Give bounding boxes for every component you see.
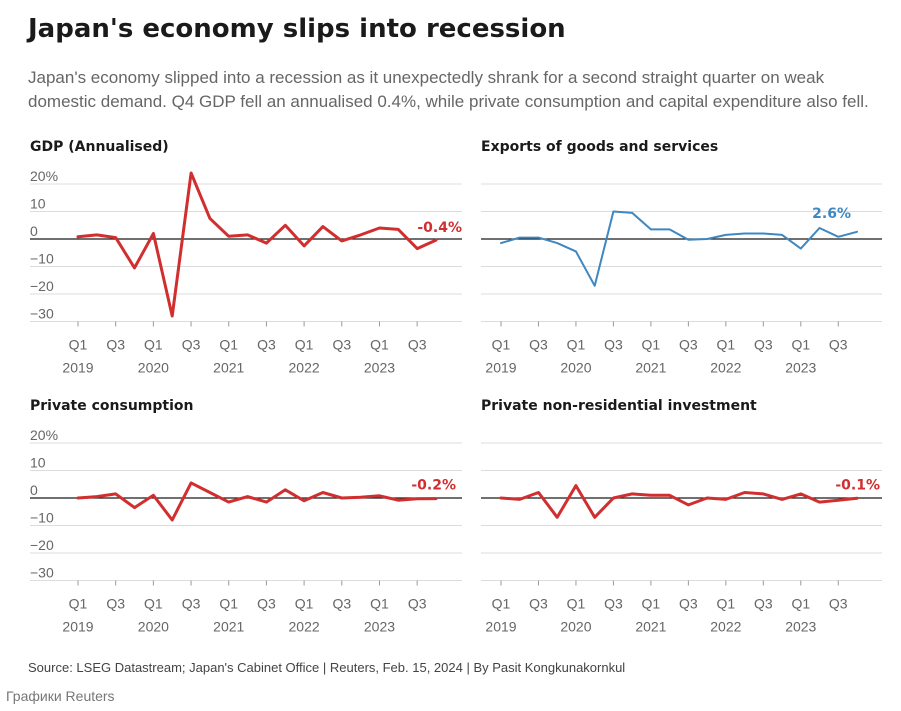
x-year-label: 2022 [710, 619, 741, 635]
x-year-label: 2020 [138, 619, 169, 635]
y-tick-label: 10 [30, 196, 46, 212]
x-year-label: 2022 [710, 360, 741, 376]
last-value-label: -0.4% [417, 220, 462, 236]
y-tick-label: 20% [30, 427, 58, 443]
x-tick-label: Q3 [182, 337, 201, 353]
x-tick-label: Q1 [295, 596, 314, 612]
panel-title: Private consumption [30, 398, 193, 414]
x-tick-label: Q3 [106, 596, 125, 612]
x-tick-label: Q1 [144, 596, 163, 612]
x-tick-label: Q1 [791, 337, 810, 353]
x-tick-label: Q3 [604, 337, 623, 353]
x-tick-label: Q1 [642, 596, 661, 612]
x-tick-label: Q3 [257, 596, 276, 612]
x-year-label: 2023 [785, 619, 816, 635]
series-line [500, 210, 858, 287]
x-tick-label: Q1 [370, 337, 389, 353]
x-year-label: 2022 [289, 619, 320, 635]
x-tick-label: Q3 [408, 596, 427, 612]
x-tick-label: Q1 [492, 596, 511, 612]
x-tick-label: Q1 [492, 337, 511, 353]
x-tick-label: Q1 [567, 337, 586, 353]
last-value-label: 2.6% [812, 206, 851, 222]
last-value-label: -0.1% [835, 477, 880, 493]
x-tick-label: Q3 [829, 596, 848, 612]
x-tick-label: Q3 [257, 337, 276, 353]
x-tick-label: Q1 [791, 596, 810, 612]
x-year-label: 2022 [289, 360, 320, 376]
x-tick-label: Q1 [219, 596, 238, 612]
x-tick-label: Q3 [332, 596, 351, 612]
y-tick-label: −20 [30, 537, 54, 553]
y-tick-label: −10 [30, 510, 54, 526]
y-tick-label: −20 [30, 278, 54, 294]
x-year-label: 2021 [213, 619, 244, 635]
x-tick-label: Q1 [295, 337, 314, 353]
x-year-label: 2019 [485, 619, 516, 635]
x-tick-label: Q1 [567, 596, 586, 612]
x-year-label: 2021 [635, 360, 666, 376]
x-year-label: 2020 [560, 360, 591, 376]
x-year-label: 2021 [635, 619, 666, 635]
x-tick-label: Q1 [69, 596, 88, 612]
x-tick-label: Q3 [754, 337, 773, 353]
series-line [499, 484, 859, 519]
panel-title: Exports of goods and services [481, 139, 718, 155]
y-tick-label: 0 [30, 482, 38, 498]
x-year-label: 2023 [364, 360, 395, 376]
y-tick-label: −30 [30, 565, 54, 581]
x-year-label: 2020 [138, 360, 169, 376]
graphics-credit: Графики Reuters [6, 688, 115, 704]
x-tick-label: Q3 [679, 337, 698, 353]
page-title: Japan's economy slips into recession [28, 14, 566, 44]
x-tick-label: Q3 [529, 596, 548, 612]
last-value-label: -0.2% [411, 478, 456, 494]
series-line [76, 171, 438, 318]
x-tick-label: Q3 [182, 596, 201, 612]
panel-title: GDP (Annualised) [30, 139, 169, 155]
y-tick-label: 0 [30, 223, 38, 239]
x-tick-label: Q1 [642, 337, 661, 353]
x-tick-label: Q3 [332, 337, 351, 353]
x-year-label: 2019 [62, 619, 93, 635]
panel-title: Private non-residential investment [481, 398, 757, 414]
x-tick-label: Q3 [754, 596, 773, 612]
x-tick-label: Q1 [716, 596, 735, 612]
x-tick-label: Q1 [144, 337, 163, 353]
y-tick-label: 10 [30, 455, 46, 471]
page-subtitle: Japan's economy slipped into a recession… [28, 68, 869, 111]
x-tick-label: Q3 [106, 337, 125, 353]
x-year-label: 2019 [485, 360, 516, 376]
x-year-label: 2019 [62, 360, 93, 376]
x-tick-label: Q3 [829, 337, 848, 353]
x-tick-label: Q1 [69, 337, 88, 353]
x-year-label: 2021 [213, 360, 244, 376]
x-tick-label: Q1 [716, 337, 735, 353]
x-year-label: 2020 [560, 619, 591, 635]
x-tick-label: Q3 [679, 596, 698, 612]
x-tick-label: Q1 [370, 596, 389, 612]
series-line [76, 481, 438, 522]
x-tick-label: Q1 [219, 337, 238, 353]
source-note: Source: LSEG Datastream; Japan's Cabinet… [28, 660, 626, 675]
y-tick-label: 20% [30, 168, 58, 184]
x-year-label: 2023 [785, 360, 816, 376]
x-tick-label: Q3 [408, 337, 427, 353]
x-tick-label: Q3 [604, 596, 623, 612]
y-tick-label: −30 [30, 306, 54, 322]
x-tick-label: Q3 [529, 337, 548, 353]
x-year-label: 2023 [364, 619, 395, 635]
y-tick-label: −10 [30, 251, 54, 267]
